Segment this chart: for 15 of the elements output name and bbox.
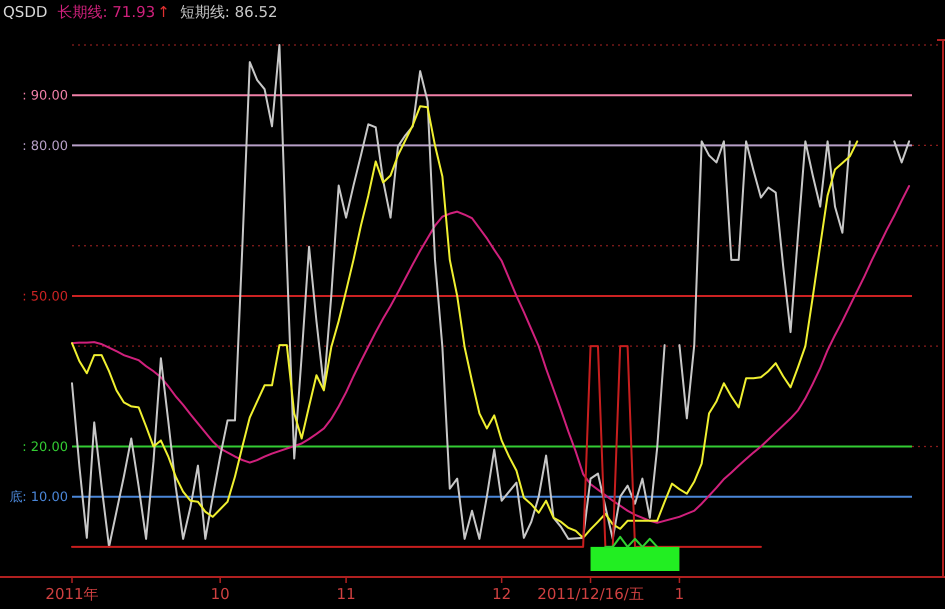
chart-title: QSDD	[3, 3, 48, 21]
ref-line-label: : 90.00	[22, 88, 68, 104]
ref-line-label: : 20.00	[22, 440, 68, 456]
x-tick-label: 1	[674, 585, 684, 603]
text: 长期线: 71.93	[57, 3, 156, 21]
ref-line-label: : 50.00	[22, 289, 68, 304]
ref-line-label: : 80.00	[22, 138, 68, 154]
x-tick-label: 2011年	[45, 585, 99, 603]
x-tick-label: 12	[492, 585, 512, 603]
ref-line-label: 底: 10.00	[9, 490, 68, 506]
x-tick-label: 10	[210, 585, 230, 603]
series-label: 短期线: 86.52	[180, 3, 278, 21]
text: ↑	[157, 3, 170, 21]
x-tick-label: 11	[336, 585, 356, 603]
x-tick-label: 2011/12/16/五	[537, 585, 644, 603]
